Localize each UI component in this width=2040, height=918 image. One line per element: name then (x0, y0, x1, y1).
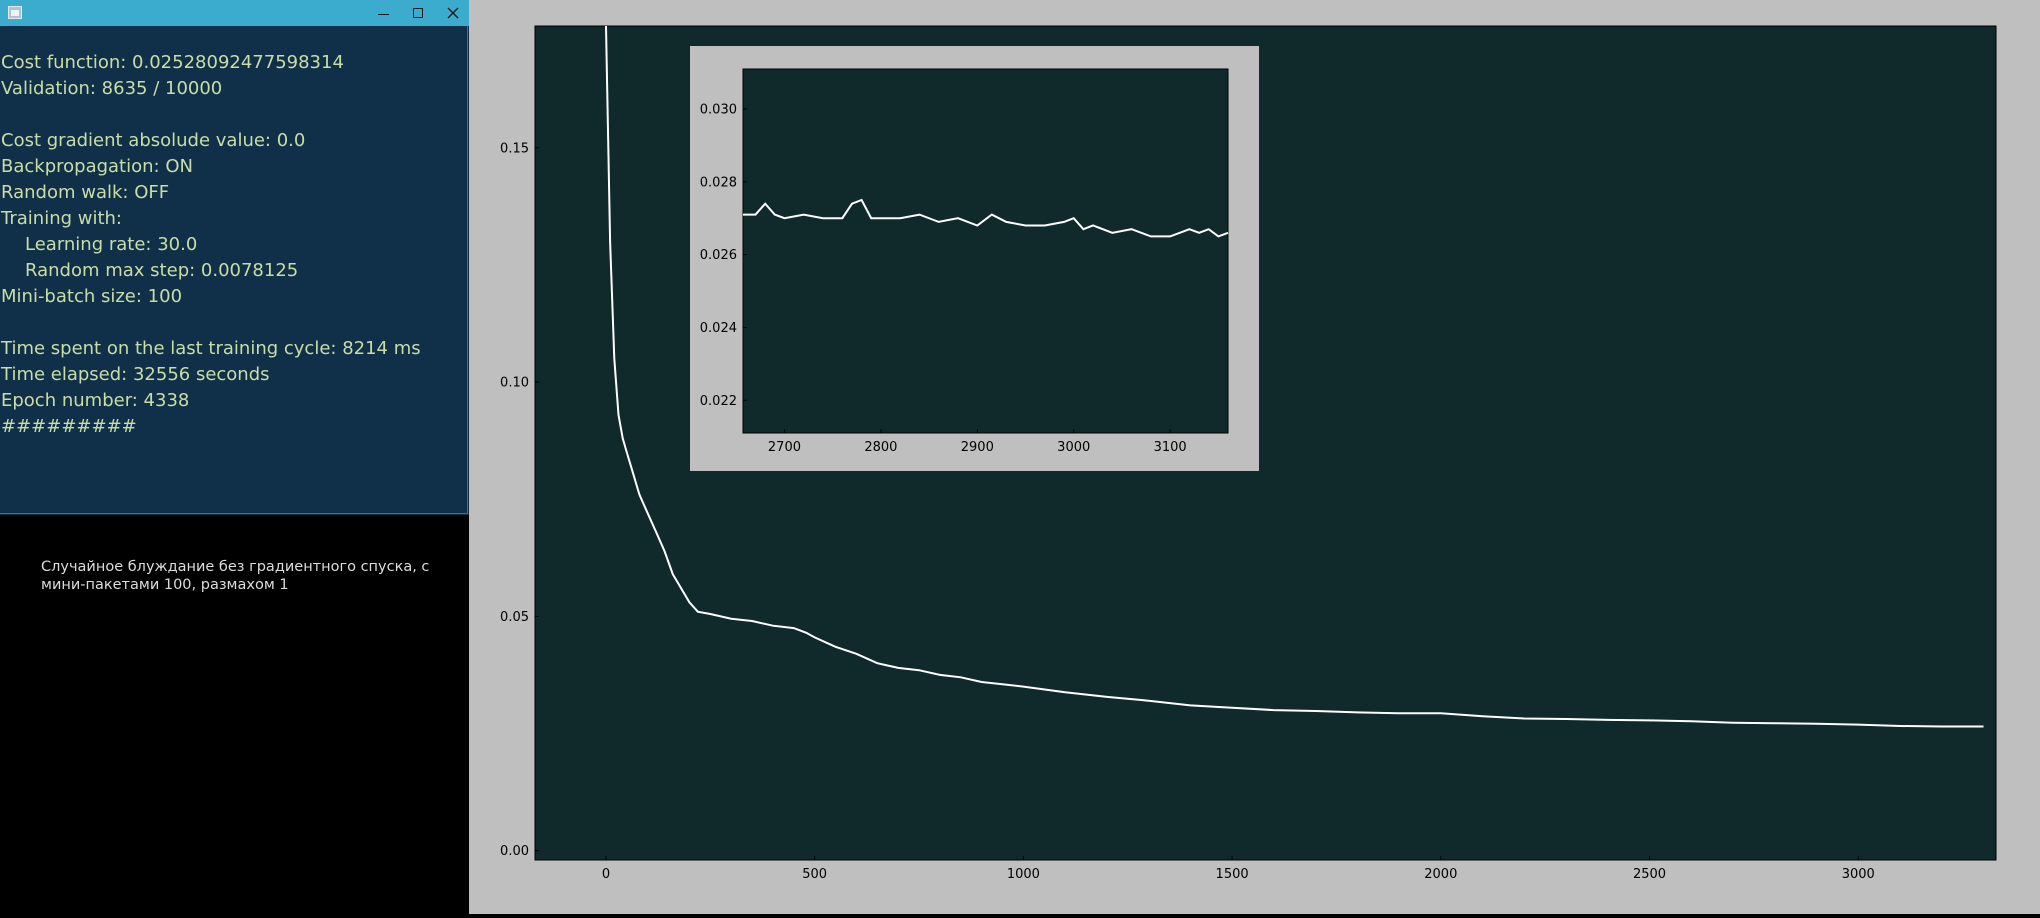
main-x-tick-label: 2000 (1424, 867, 1457, 882)
main-y-tick-label: 0.15 (500, 141, 529, 156)
training-info-panel: Cost function: 0.02528092477598314 Valid… (0, 26, 468, 514)
inset-y-tick-label: 0.022 (700, 394, 737, 409)
inset-y-ticks: 0.022 0.024 0.026 0.028 0.030 (700, 103, 747, 409)
caption-line: Случайное блуждание без градиентного спу… (41, 559, 430, 575)
main-x-tick-label: 1500 (1216, 867, 1249, 882)
cost-gradient-text: Cost gradient absolude value: 0.0 (1, 130, 306, 151)
training-with-text: Training with: (1, 208, 122, 229)
title-bar[interactable] (0, 0, 469, 26)
main-x-tick-label: 500 (802, 867, 827, 882)
inset-cost-line (743, 198, 1229, 238)
mini-batch-text: Mini-batch size: 100 (1, 286, 183, 307)
maximize-icon (413, 8, 423, 18)
inset-x-ticks: 2700 2800 2900 3000 3100 (768, 429, 1187, 455)
main-y-tick-label: 0.10 (500, 376, 529, 391)
random-max-step-text: Random max step: 0.0078125 (25, 260, 299, 281)
caption: Случайное блуждание без градиентного спу… (41, 558, 441, 594)
inset-x-tick-label: 3000 (1057, 440, 1090, 455)
main-x-tick-label: 2500 (1633, 867, 1666, 882)
close-button[interactable] (436, 0, 470, 26)
main-y-tick-label: 0.00 (500, 844, 529, 859)
minimize-icon (377, 13, 389, 15)
main-y-tick-label: 0.05 (500, 610, 529, 625)
backpropagation-text: Backpropagation: ON (1, 156, 193, 177)
plot-window: 0 500 1000 1500 2000 2500 3000 0.00 0.05 0.10 0.1… (469, 0, 2040, 914)
inset-plot-area (742, 68, 1229, 434)
time-elapsed-text: Time elapsed: 32556 seconds (1, 364, 270, 385)
cost-plot-figure: 0 500 1000 1500 2000 2500 3000 0.00 0.05 0.10 0.1… (500, 25, 1997, 882)
main-cost-line (605, 25, 1984, 728)
main-x-ticks: 0 500 1000 1500 2000 2500 3000 (602, 856, 1875, 882)
inset-x-tick-label: 2800 (864, 440, 897, 455)
epoch-number-text: Epoch number: 4338 (1, 390, 190, 411)
inset-y-tick-label: 0.030 (700, 103, 737, 118)
cost-function-text: Cost function: 0.02528092477598314 (1, 52, 344, 73)
inset-x-tick-label: 2900 (961, 440, 994, 455)
caption-line: мини-пакетами 100, размахом 1 (41, 577, 289, 593)
validation-text: Validation: 8635 / 10000 (1, 78, 223, 99)
main-x-tick-label: 1000 (1007, 867, 1040, 882)
main-y-ticks: 0.00 0.05 0.10 0.15 (500, 141, 539, 859)
progress-marks: ######### (1, 416, 137, 437)
random-walk-text: Random walk: OFF (1, 182, 170, 203)
maximize-button[interactable] (401, 0, 435, 26)
main-x-tick-label: 0 (602, 867, 610, 882)
app-window: Cost function: 0.02528092477598314 Valid… (0, 0, 469, 515)
inset-y-tick-label: 0.024 (700, 321, 737, 336)
time-last-cycle-text: Time spent on the last training cycle: 8… (1, 338, 421, 359)
minimize-button[interactable] (366, 0, 400, 26)
learning-rate-text: Learning rate: 30.0 (25, 234, 198, 255)
main-x-tick-label: 3000 (1842, 867, 1875, 882)
close-icon (447, 7, 459, 19)
inset-x-tick-label: 3100 (1154, 440, 1187, 455)
inset-y-tick-label: 0.026 (700, 248, 737, 263)
inset-y-tick-label: 0.028 (700, 175, 737, 190)
java-app-icon (8, 6, 22, 19)
inset-x-tick-label: 2700 (768, 440, 801, 455)
